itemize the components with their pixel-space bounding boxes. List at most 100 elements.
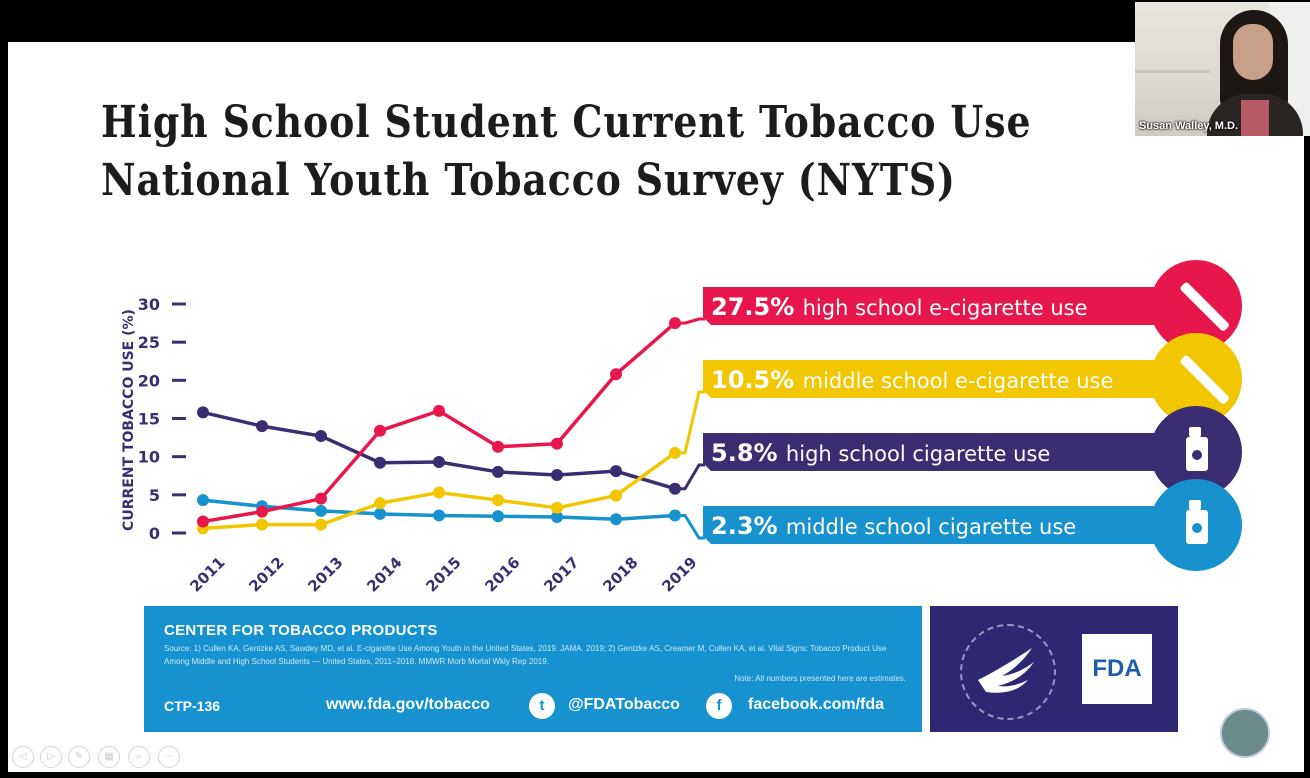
x-tick-label: 2017 bbox=[540, 553, 582, 595]
x-tick-label: 2014 bbox=[363, 553, 405, 595]
callout-ribbon bbox=[703, 433, 1190, 471]
data-point bbox=[610, 368, 622, 381]
data-point bbox=[315, 518, 327, 531]
callout-value: 10.5% bbox=[711, 366, 803, 394]
data-point bbox=[492, 440, 504, 453]
callout-ribbon bbox=[703, 287, 1190, 325]
data-point bbox=[610, 489, 622, 502]
data-point bbox=[433, 509, 445, 522]
data-point bbox=[669, 446, 681, 459]
data-point bbox=[669, 482, 681, 495]
facebook-link[interactable]: facebook.com/fda bbox=[748, 696, 885, 713]
hhs-seal-icon bbox=[960, 624, 1056, 720]
zoom-icon[interactable]: ⌕ bbox=[128, 746, 150, 768]
data-point bbox=[610, 465, 622, 478]
callout-value: 2.3% bbox=[711, 512, 786, 540]
y-tick-label: 10 bbox=[138, 448, 160, 467]
facebook-icon: f bbox=[706, 693, 732, 719]
data-point bbox=[197, 515, 209, 528]
callout-leader bbox=[675, 390, 705, 455]
data-point bbox=[551, 510, 563, 523]
x-tick-label: 2015 bbox=[422, 553, 464, 595]
callout-series-name: high school cigarette use bbox=[786, 442, 1050, 466]
twitter-handle-link[interactable]: @FDATobacco bbox=[568, 696, 680, 713]
y-tick-label: 30 bbox=[138, 295, 160, 314]
callout-value: 27.5% bbox=[711, 293, 803, 321]
y-tick-label: 25 bbox=[138, 333, 160, 352]
footer-website-link[interactable]: www.fda.gov/tobacco bbox=[326, 696, 490, 713]
participant-video-tile[interactable]: Susan Walley, M.D. bbox=[1135, 2, 1310, 136]
e-cigarette-icon bbox=[1180, 355, 1229, 404]
prev-slide-icon[interactable]: ◁ bbox=[12, 746, 34, 768]
data-point bbox=[315, 492, 327, 505]
participant-name: Susan Walley, M.D. bbox=[1139, 120, 1239, 132]
hhs-fda-logo-panel: FDA bbox=[930, 606, 1178, 732]
callout-ribbon bbox=[703, 360, 1190, 398]
callout-label: 2.3% middle school cigarette use bbox=[711, 512, 1076, 540]
x-tick-label: 2011 bbox=[186, 553, 228, 595]
fda-logo: FDA bbox=[1082, 634, 1152, 704]
data-point bbox=[669, 317, 681, 330]
callout-label: 27.5% high school e-cigarette use bbox=[711, 293, 1088, 321]
play-icon[interactable]: ▷ bbox=[40, 746, 62, 768]
series-line bbox=[202, 410, 676, 491]
x-tick-label: 2013 bbox=[304, 553, 346, 595]
data-point bbox=[374, 497, 386, 510]
y-axis-label: CURRENT TOBACCO USE (%) bbox=[121, 309, 137, 531]
callout-label: 5.8% high school cigarette use bbox=[711, 439, 1050, 467]
data-point bbox=[433, 404, 445, 417]
e-cigarette-icon bbox=[1180, 282, 1229, 331]
data-point bbox=[433, 456, 445, 469]
callout-series-name: middle school e-cigarette use bbox=[803, 369, 1114, 393]
callout-value: 5.8% bbox=[711, 439, 786, 467]
x-tick-label: 2012 bbox=[245, 553, 287, 595]
pack-dot bbox=[1192, 523, 1202, 533]
data-point bbox=[551, 437, 563, 450]
pen-icon[interactable]: ✎ bbox=[68, 746, 90, 768]
data-point bbox=[551, 468, 563, 481]
data-point bbox=[315, 430, 327, 443]
x-tick-label: 2019 bbox=[658, 553, 700, 595]
data-point bbox=[610, 513, 622, 526]
y-tick-label: 5 bbox=[149, 486, 160, 505]
footer-source: Source: 1) Cullen KA, Gentzke AS, Sawdey… bbox=[164, 644, 887, 666]
data-point bbox=[374, 507, 386, 520]
data-point bbox=[669, 509, 681, 522]
grid-view-icon[interactable]: ▦ bbox=[98, 746, 120, 768]
footer-heading: CENTER FOR TOBACCO PRODUCTS bbox=[164, 622, 438, 639]
data-point bbox=[256, 518, 268, 531]
callout-series-name: middle school cigarette use bbox=[786, 515, 1076, 539]
y-tick-label: 0 bbox=[149, 524, 160, 543]
data-point bbox=[551, 501, 563, 514]
callout-label: 10.5% middle school e-cigarette use bbox=[711, 366, 1113, 394]
y-tick-label: 20 bbox=[138, 371, 160, 390]
slide-title: High School Student Current Tobacco Use … bbox=[101, 94, 1031, 210]
data-point bbox=[315, 504, 327, 517]
cigarette-pack-icon bbox=[1189, 500, 1201, 510]
callout-ribbon bbox=[703, 506, 1190, 544]
ctp-footer: CENTER FOR TOBACCO PRODUCTS Source: 1) C… bbox=[144, 606, 922, 732]
data-point bbox=[256, 505, 268, 518]
data-point bbox=[374, 424, 386, 437]
data-point bbox=[492, 494, 504, 507]
y-tick-label: 15 bbox=[138, 410, 160, 429]
presenter-avatar-button[interactable] bbox=[1220, 708, 1270, 758]
callout-circle bbox=[1150, 260, 1242, 352]
more-options-icon[interactable]: ⋯ bbox=[158, 746, 180, 768]
data-point bbox=[256, 420, 268, 433]
data-point bbox=[492, 510, 504, 523]
cigarette-pack-icon bbox=[1189, 427, 1201, 437]
data-point bbox=[433, 486, 445, 499]
title-line-1: High School Student Current Tobacco Use bbox=[101, 97, 1032, 148]
data-point bbox=[492, 465, 504, 478]
callout-series-name: high school e-cigarette use bbox=[803, 296, 1088, 320]
x-tick-label: 2018 bbox=[599, 553, 641, 595]
data-point bbox=[374, 456, 386, 469]
title-line-2: National Youth Tobacco Survey (NYTS) bbox=[101, 155, 956, 206]
footer-note: Note: All numbers presented here are est… bbox=[734, 674, 906, 683]
pack-dot bbox=[1192, 450, 1202, 460]
data-point bbox=[197, 406, 209, 419]
callout-circle bbox=[1150, 333, 1242, 425]
x-tick-label: 2016 bbox=[481, 553, 523, 595]
